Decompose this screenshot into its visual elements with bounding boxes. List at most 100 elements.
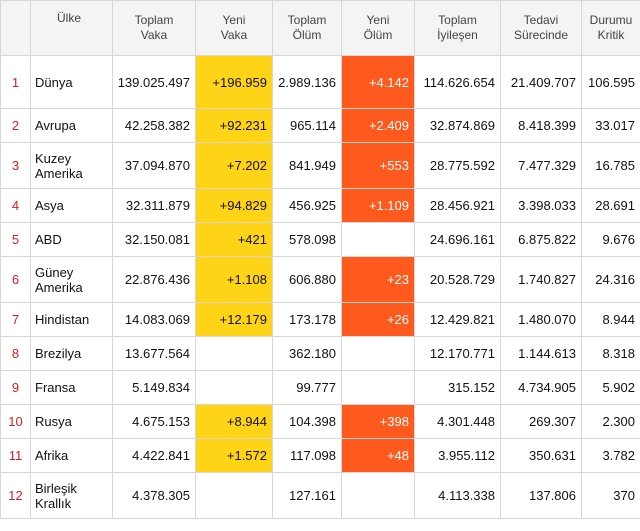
header-total-cases: Toplam Vaka	[112, 0, 196, 56]
cell-new-cases: +92.231	[195, 108, 273, 143]
cell-critical: 8.318	[581, 336, 640, 371]
table-row: 4 Asya 32.311.879 +94.829 456.925 +1.109 28.45…	[0, 188, 640, 223]
cell-active: 8.418.399	[500, 108, 582, 143]
header-critical: Durumu Kritik	[581, 0, 640, 56]
cell-country: Hindistan	[30, 302, 113, 337]
cell-total-deaths: 173.178	[272, 302, 342, 337]
cell-active: 1.480.070	[500, 302, 582, 337]
cell-rank: 2	[0, 108, 31, 143]
cell-total-recovered: 32.874.869	[414, 108, 501, 143]
cell-total-cases: 13.677.564	[112, 336, 196, 371]
cell-new-cases	[195, 370, 273, 405]
cell-total-deaths: 117.098	[272, 438, 342, 473]
cell-country: Afrika	[30, 438, 113, 473]
cell-new-cases	[195, 336, 273, 371]
header-country: Ülke	[30, 0, 113, 56]
cell-new-cases: +8.944	[195, 404, 273, 439]
cell-active: 137.806	[500, 472, 582, 519]
cell-rank: 4	[0, 188, 31, 223]
header-total-recovered: Toplam İyileşen	[414, 0, 501, 56]
cell-country: Dünya	[30, 55, 113, 109]
cell-total-recovered: 20.528.729	[414, 256, 501, 303]
table-row: 3 Kuzey Amerika 37.094.870 +7.202 841.949 +55…	[0, 142, 640, 189]
header-new-cases: Yeni Vaka	[195, 0, 273, 56]
cell-critical: 16.785	[581, 142, 640, 189]
cell-total-deaths: 104.398	[272, 404, 342, 439]
cell-critical: 106.595	[581, 55, 640, 109]
cell-critical: 5.902	[581, 370, 640, 405]
cell-total-recovered: 12.429.821	[414, 302, 501, 337]
table-row: 12 Birleşik Krallık 4.378.305 127.161 4.113.…	[0, 472, 640, 519]
table-body: 1 Dünya 139.025.497 +196.959 2.989.136 +4.142…	[0, 55, 640, 519]
cell-country: Birleşik Krallık	[30, 472, 113, 519]
cell-total-deaths: 127.161	[272, 472, 342, 519]
cell-new-deaths: +398	[341, 404, 415, 439]
cell-active: 350.631	[500, 438, 582, 473]
cell-total-deaths: 362.180	[272, 336, 342, 371]
cell-total-cases: 4.378.305	[112, 472, 196, 519]
header-row: Ülke Toplam Vaka Yeni Vaka Toplam Ölüm Y…	[0, 0, 640, 56]
table-row: 7 Hindistan 14.083.069 +12.179 173.178 +26 12.…	[0, 302, 640, 337]
header-new-deaths: Yeni Ölüm	[341, 0, 415, 56]
cell-total-cases: 14.083.069	[112, 302, 196, 337]
cell-new-cases: +94.829	[195, 188, 273, 223]
cell-new-deaths: +4.142	[341, 55, 415, 109]
cell-active: 269.307	[500, 404, 582, 439]
cell-new-deaths: +26	[341, 302, 415, 337]
cell-country: Avrupa	[30, 108, 113, 143]
table-row: 10 Rusya 4.675.153 +8.944 104.398 +398 4.301.4…	[0, 404, 640, 439]
cell-total-cases: 5.149.834	[112, 370, 196, 405]
table-row: 11 Afrika 4.422.841 +1.572 117.098 +48 3.955.1…	[0, 438, 640, 473]
header-total-deaths: Toplam Ölüm	[272, 0, 342, 56]
cell-country: Kuzey Amerika	[30, 142, 113, 189]
cell-rank: 5	[0, 222, 31, 257]
cell-rank: 6	[0, 256, 31, 303]
cell-country: Brezilya	[30, 336, 113, 371]
cell-total-cases: 4.675.153	[112, 404, 196, 439]
cell-total-recovered: 12.170.771	[414, 336, 501, 371]
cell-new-deaths: +553	[341, 142, 415, 189]
header-rank	[0, 0, 31, 56]
cell-new-deaths: +48	[341, 438, 415, 473]
cell-new-deaths: +23	[341, 256, 415, 303]
cell-active: 7.477.329	[500, 142, 582, 189]
cell-total-cases: 32.150.081	[112, 222, 196, 257]
cell-critical: 33.017	[581, 108, 640, 143]
cell-total-cases: 37.094.870	[112, 142, 196, 189]
cell-active: 3.398.033	[500, 188, 582, 223]
table-row: 1 Dünya 139.025.497 +196.959 2.989.136 +4.142…	[0, 55, 640, 109]
table-row: 5 ABD 32.150.081 +421 578.098 24.696.161 6.875…	[0, 222, 640, 257]
cell-new-cases: +196.959	[195, 55, 273, 109]
cell-rank: 3	[0, 142, 31, 189]
cell-new-deaths	[341, 222, 415, 257]
cell-rank: 9	[0, 370, 31, 405]
cell-rank: 11	[0, 438, 31, 473]
cell-total-deaths: 99.777	[272, 370, 342, 405]
cell-total-cases: 42.258.382	[112, 108, 196, 143]
cell-total-deaths: 606.880	[272, 256, 342, 303]
cell-new-cases	[195, 472, 273, 519]
cell-total-cases: 22.876.436	[112, 256, 196, 303]
cell-new-deaths: +1.109	[341, 188, 415, 223]
cell-total-recovered: 3.955.112	[414, 438, 501, 473]
table-header: Ülke Toplam Vaka Yeni Vaka Toplam Ölüm Y…	[0, 0, 640, 56]
cell-total-cases: 4.422.841	[112, 438, 196, 473]
cell-active: 21.409.707	[500, 55, 582, 109]
cell-country: Güney Amerika	[30, 256, 113, 303]
table-row: 6 Güney Amerika 22.876.436 +1.108 606.880 +23…	[0, 256, 640, 303]
cell-critical: 3.782	[581, 438, 640, 473]
cell-critical: 9.676	[581, 222, 640, 257]
covid-stats-table: Ülke Toplam Vaka Yeni Vaka Toplam Ölüm Y…	[0, 0, 640, 519]
cell-rank: 7	[0, 302, 31, 337]
cell-new-deaths	[341, 370, 415, 405]
cell-total-deaths: 965.114	[272, 108, 342, 143]
cell-total-recovered: 28.456.921	[414, 188, 501, 223]
cell-total-recovered: 4.301.448	[414, 404, 501, 439]
cell-country: Fransa	[30, 370, 113, 405]
cell-new-deaths	[341, 472, 415, 519]
cell-total-recovered: 315.152	[414, 370, 501, 405]
cell-new-deaths	[341, 336, 415, 371]
cell-total-cases: 32.311.879	[112, 188, 196, 223]
cell-active: 4.734.905	[500, 370, 582, 405]
cell-new-cases: +421	[195, 222, 273, 257]
